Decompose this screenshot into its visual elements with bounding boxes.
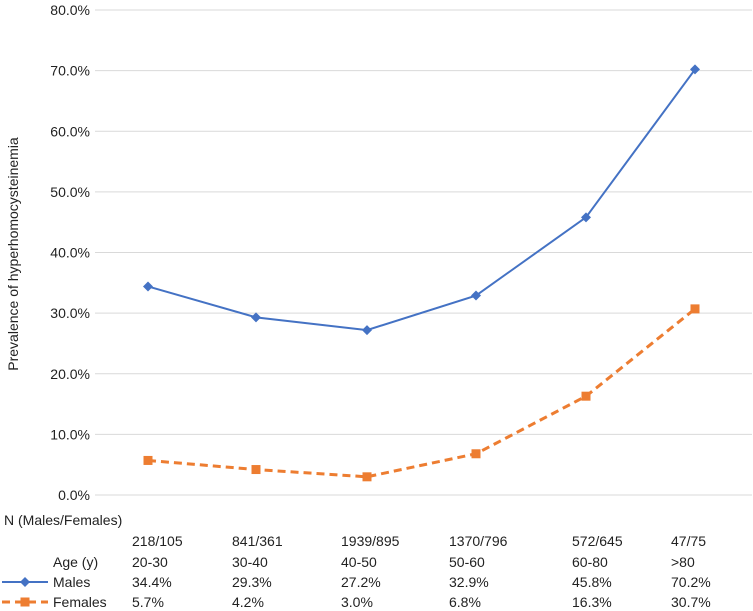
data-table: 218/105 841/361 1939/895 1370/796 572/645 47/… (2, 533, 711, 610)
y-tick-label: 30.0% (50, 305, 90, 321)
data-point-males (251, 312, 261, 323)
x-category-label: >80 (671, 554, 695, 570)
data-label-males: 45.8% (572, 574, 612, 590)
data-label-females: 5.7% (132, 594, 164, 610)
data-label-males: 34.4% (132, 574, 172, 590)
x-category-label: 30-40 (232, 554, 268, 570)
series-line-females (147, 307, 696, 479)
y-tick-label: 50.0% (50, 184, 90, 200)
data-point-females (581, 391, 591, 401)
y-axis-label: Prevalence of hyperhomocysteinemia (5, 137, 21, 371)
data-point-males (471, 290, 481, 301)
data-point-males (362, 325, 372, 336)
data-label-females: 30.7% (671, 594, 711, 610)
data-point-females (471, 449, 481, 459)
legend-label-males: Males (53, 574, 90, 590)
n-value: 47/75 (671, 533, 706, 549)
age-row-label: Age (y) (53, 554, 98, 570)
x-category-label: 50-60 (449, 554, 485, 570)
data-label-males: 29.3% (232, 574, 272, 590)
data-label-females: 16.3% (572, 594, 612, 610)
y-tick-label: 80.0% (50, 2, 90, 18)
n-value: 1939/895 (341, 533, 400, 549)
data-point-males (581, 212, 591, 223)
n-value: 841/361 (232, 533, 283, 549)
data-point-females (362, 472, 372, 482)
data-label-males: 70.2% (671, 574, 711, 590)
x-category-label: 60-80 (572, 554, 608, 570)
legend-marker-females (20, 597, 30, 607)
n-value: 218/105 (132, 533, 183, 549)
data-point-males (143, 281, 153, 292)
n-value: 1370/796 (449, 533, 508, 549)
x-category-label: 20-30 (132, 554, 168, 570)
data-label-females: 6.8% (449, 594, 481, 610)
y-tick-label: 60.0% (50, 123, 90, 139)
data-label-males: 32.9% (449, 574, 489, 590)
y-axis-ticks: 0.0% 10.0% 20.0% 30.0% 40.0% 50.0% 60.0% 70.0% 8… (50, 2, 90, 503)
legend-label-females: Females (53, 594, 107, 610)
y-tick-label: 0.0% (58, 487, 90, 503)
n-header: N (Males/Females) (4, 512, 122, 528)
y-tick-label: 10.0% (50, 426, 90, 442)
data-point-females (690, 304, 700, 314)
y-tick-label: 70.0% (50, 63, 90, 79)
data-label-males: 27.2% (341, 574, 381, 590)
series-layer (143, 64, 700, 482)
gridlines (95, 9, 752, 496)
n-value: 572/645 (572, 533, 623, 549)
x-category-label: 40-50 (341, 554, 377, 570)
data-point-females (251, 465, 261, 475)
y-tick-label: 40.0% (50, 245, 90, 261)
data-label-females: 3.0% (341, 594, 373, 610)
data-point-females (143, 455, 153, 465)
data-point-males (690, 64, 700, 75)
y-tick-label: 20.0% (50, 366, 90, 382)
series-line-males (147, 68, 696, 332)
data-label-females: 4.2% (232, 594, 264, 610)
legend-marker-males (20, 577, 30, 587)
